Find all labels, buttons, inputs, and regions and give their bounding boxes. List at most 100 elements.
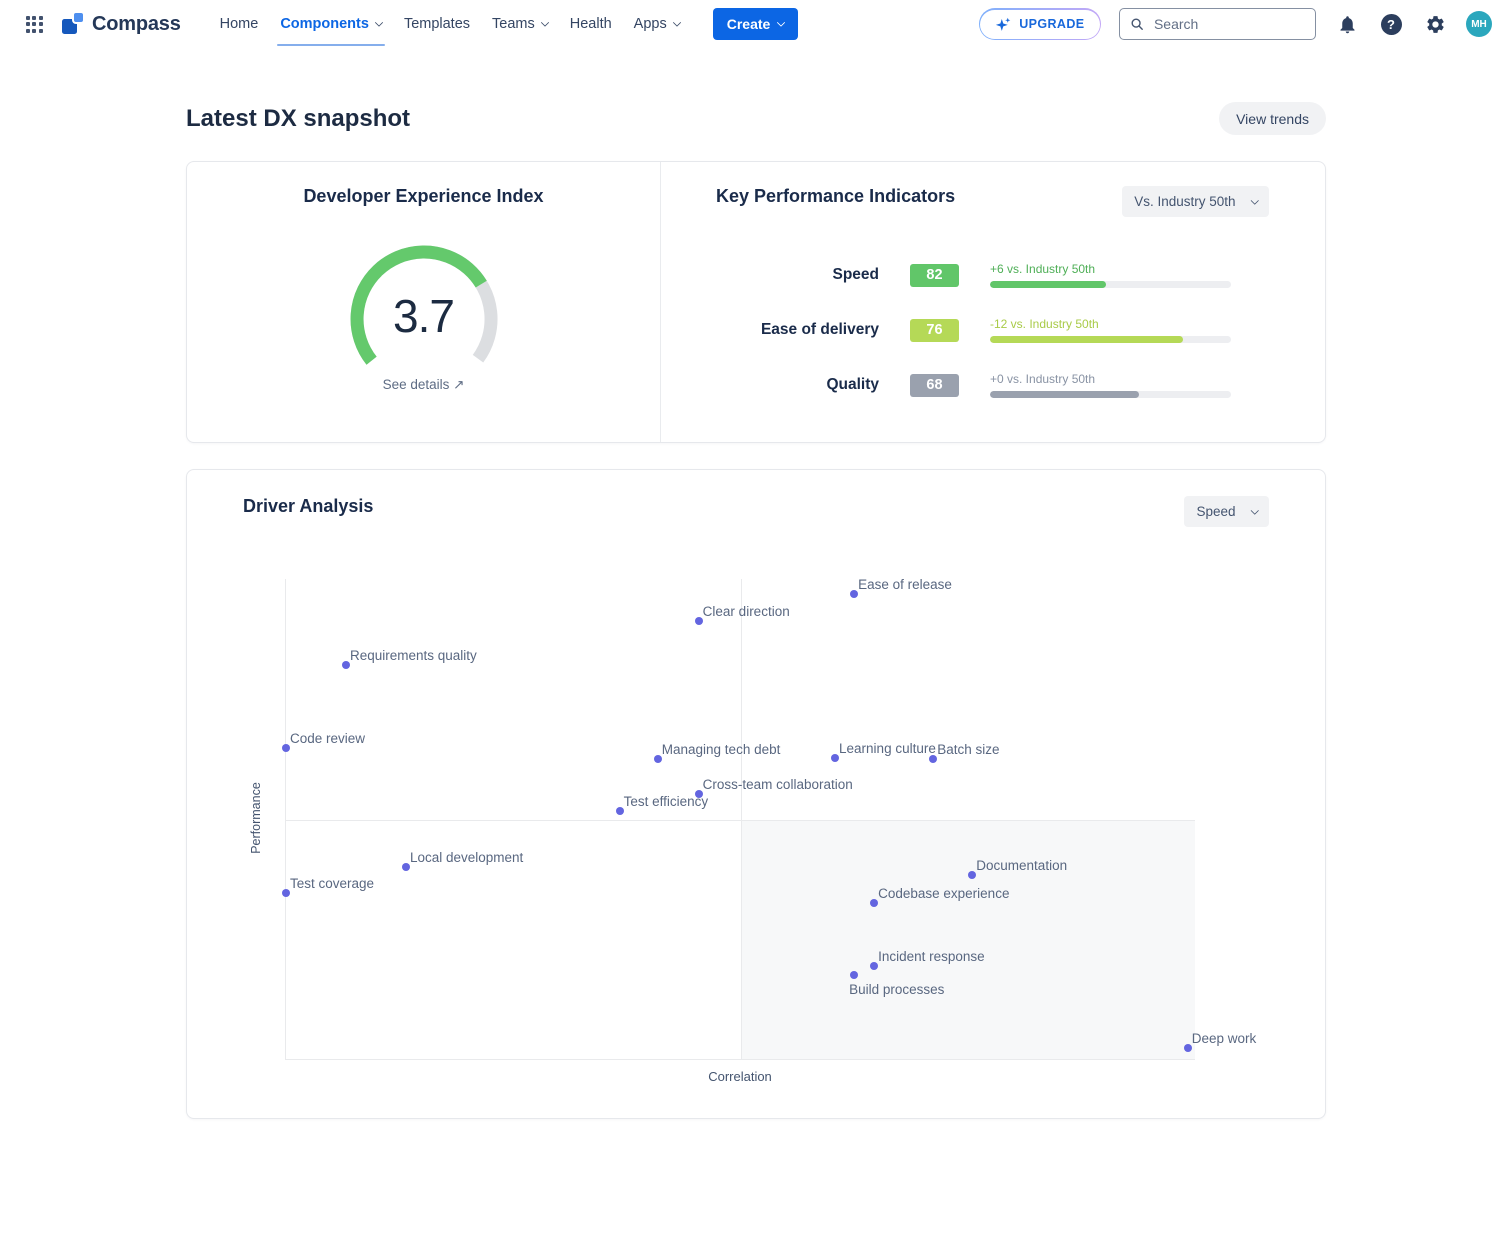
question-icon: ? bbox=[1380, 13, 1402, 35]
nav-item-apps[interactable]: Apps bbox=[623, 0, 691, 48]
scatter-dot[interactable] bbox=[282, 744, 290, 753]
nav-item-home[interactable]: Home bbox=[209, 0, 270, 48]
nav-item-components[interactable]: Components bbox=[269, 0, 393, 48]
scatter-point-label: Local development bbox=[409, 849, 524, 865]
scatter-dot[interactable] bbox=[401, 862, 410, 871]
nav-item-label: Components bbox=[280, 16, 369, 32]
kpi-value-badge: 82 bbox=[910, 263, 959, 287]
chevron-down-icon bbox=[1250, 196, 1259, 204]
compass-logo[interactable]: Compass bbox=[62, 13, 181, 36]
kpi-progress-fill bbox=[990, 281, 1106, 288]
kpi-delta-label: +0 vs. Industry 50th bbox=[990, 372, 1096, 386]
scatter-dot[interactable] bbox=[694, 789, 703, 798]
nav-item-label: Home bbox=[219, 16, 259, 32]
nav-item-label: Health bbox=[569, 16, 612, 32]
see-details-link[interactable]: See details ↗ bbox=[382, 377, 465, 392]
scatter-dot[interactable] bbox=[831, 753, 840, 762]
nav-item-teams[interactable]: Teams bbox=[481, 0, 559, 48]
scatter-dot[interactable] bbox=[653, 754, 662, 763]
avatar[interactable]: MH bbox=[1466, 11, 1492, 37]
chevron-down-icon bbox=[672, 18, 681, 27]
scatter-dot[interactable] bbox=[615, 807, 624, 816]
nav-item-health[interactable]: Health bbox=[559, 0, 623, 48]
scatter-point-label: Incident response bbox=[878, 949, 985, 965]
upgrade-button[interactable]: UPGRADE bbox=[978, 8, 1101, 40]
scatter-point-label: Learning culture bbox=[839, 740, 936, 756]
scatter-point-label: Cross-team collaboration bbox=[702, 776, 853, 792]
snapshot-card: Developer Experience Index 3.7 See detai… bbox=[186, 161, 1326, 443]
chevron-down-icon bbox=[540, 18, 549, 27]
kpi-progress-fill bbox=[990, 336, 1183, 343]
dx-index-gauge: 3.7 See details ↗ bbox=[344, 239, 504, 399]
search-input[interactable] bbox=[1151, 15, 1305, 33]
kpi-panel: Key Performance Indicators Vs. Industry … bbox=[661, 162, 1325, 442]
plot-horizontal-midline bbox=[286, 820, 1195, 822]
kpi-row: Speed 82 +6 vs. Industry 50th bbox=[716, 253, 1269, 297]
scatter-point-label: Managing tech debt bbox=[661, 741, 781, 757]
kpi-title: Key Performance Indicators bbox=[716, 186, 956, 206]
scatter-dot[interactable] bbox=[341, 660, 350, 669]
primary-nav: Home Components Templates Teams Health Apps bbox=[209, 0, 691, 48]
scatter-dot[interactable] bbox=[1183, 1043, 1192, 1052]
kpi-benchmark-dropdown[interactable]: Vs. Industry 50th bbox=[1122, 186, 1269, 217]
create-button[interactable]: Create bbox=[712, 8, 799, 40]
grid-icon bbox=[25, 15, 43, 33]
scatter-dot[interactable] bbox=[968, 871, 977, 880]
kpi-progress-track bbox=[990, 391, 1231, 398]
search-box[interactable] bbox=[1119, 8, 1316, 40]
scatter-dot[interactable] bbox=[694, 616, 703, 625]
kpi-row: Ease of delivery 76 -12 vs. Industry 50th bbox=[716, 308, 1269, 352]
brand-name: Compass bbox=[92, 12, 181, 35]
dx-index-title: Developer Experience Index bbox=[303, 186, 544, 206]
scatter-point-label: Codebase experience bbox=[878, 885, 1010, 901]
scatter-point-label: Clear direction bbox=[702, 603, 790, 619]
x-axis-label: Correlation bbox=[708, 1069, 772, 1084]
chevron-down-icon bbox=[777, 18, 786, 27]
dx-index-value: 3.7 bbox=[393, 290, 455, 342]
kpi-label: Speed bbox=[832, 266, 879, 283]
nav-item-label: Templates bbox=[403, 16, 471, 32]
top-nav: Compass Home Components Templates Teams Heal… bbox=[0, 0, 1512, 48]
scatter-point-label: Build processes bbox=[849, 982, 945, 997]
scatter-dot[interactable] bbox=[850, 589, 859, 598]
shaded-quadrant bbox=[741, 820, 1195, 1059]
chevron-down-icon bbox=[1250, 506, 1259, 514]
scatter-dot[interactable] bbox=[870, 898, 879, 907]
view-trends-button[interactable]: View trends bbox=[1219, 102, 1326, 135]
scatter-plot: Performance Ease of release Clear directi… bbox=[249, 576, 1256, 1060]
scatter-point-label: Requirements quality bbox=[349, 647, 477, 663]
scatter-point-label: Documentation bbox=[976, 858, 1068, 874]
help-button[interactable]: ? bbox=[1378, 11, 1404, 37]
scatter-point-label: Test coverage bbox=[290, 876, 375, 892]
kpi-value-badge: 68 bbox=[910, 373, 959, 397]
app-switcher-icon[interactable] bbox=[20, 10, 48, 38]
gauge-fill-arc bbox=[350, 245, 498, 365]
upgrade-button-label: UPGRADE bbox=[1019, 17, 1085, 31]
create-button-label: Create bbox=[726, 16, 771, 32]
scatter-point-label: Ease of release bbox=[858, 576, 952, 592]
kpi-rows: Speed 82 +6 vs. Industry 50th Ease of deliv… bbox=[716, 253, 1269, 407]
nav-item-templates[interactable]: Templates bbox=[393, 0, 481, 48]
driver-analysis-title: Driver Analysis bbox=[243, 496, 374, 516]
compass-logo-icon bbox=[62, 13, 84, 35]
scatter-dot[interactable] bbox=[870, 962, 879, 971]
sparkle-icon bbox=[996, 17, 1011, 31]
search-icon bbox=[1131, 18, 1143, 30]
driver-metric-dropdown[interactable]: Speed bbox=[1184, 496, 1269, 527]
scatter-dot[interactable] bbox=[929, 754, 938, 763]
kpi-delta-label: -12 vs. Industry 50th bbox=[990, 317, 1099, 331]
kpi-delta-label: +6 vs. Industry 50th bbox=[990, 262, 1096, 276]
dx-index-panel: Developer Experience Index 3.7 See detai… bbox=[187, 162, 661, 442]
driver-analysis-card: Driver Analysis Speed Performance Ease o… bbox=[186, 469, 1326, 1119]
kpi-label: Ease of delivery bbox=[760, 321, 879, 338]
kpi-value-badge: 76 bbox=[910, 318, 959, 342]
bell-icon bbox=[1340, 15, 1354, 33]
nav-item-label: Apps bbox=[633, 16, 667, 32]
nav-item-label: Teams bbox=[492, 16, 535, 32]
scatter-dot[interactable] bbox=[850, 971, 859, 979]
plot-vertical-midline bbox=[741, 579, 743, 1059]
scatter-dot[interactable] bbox=[282, 889, 290, 898]
page-title: Latest DX snapshot bbox=[186, 104, 411, 132]
settings-button[interactable] bbox=[1422, 11, 1448, 37]
notifications-button[interactable] bbox=[1334, 11, 1360, 37]
